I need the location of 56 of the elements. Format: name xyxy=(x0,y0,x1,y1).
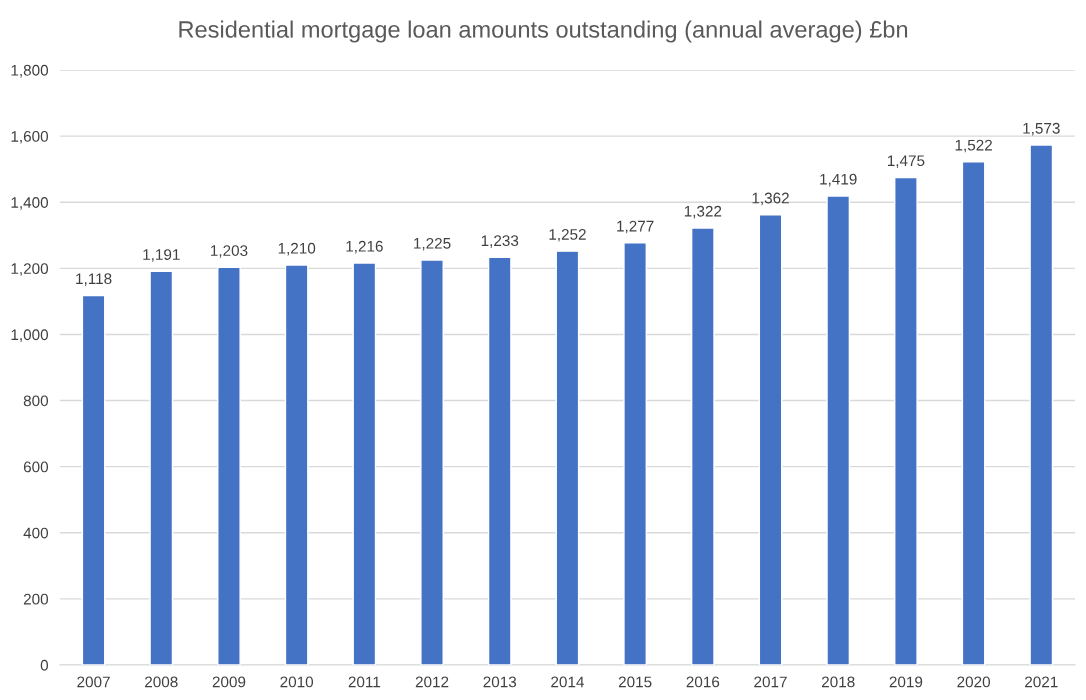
x-tick-label: 2017 xyxy=(754,676,787,688)
y-tick-label: 1,800 xyxy=(11,64,49,78)
x-tick-label: 2016 xyxy=(686,676,720,688)
y-tick-label: 1,000 xyxy=(11,329,49,342)
bar xyxy=(690,227,715,665)
bar xyxy=(217,266,241,665)
x-tick-label: 2021 xyxy=(1025,676,1058,688)
y-tick-label: 0 xyxy=(40,659,49,671)
y-tick-label: 1,200 xyxy=(11,263,49,276)
x-tick-label: 2014 xyxy=(551,676,584,688)
bar xyxy=(352,262,377,665)
bar xyxy=(961,161,986,665)
data-label: 1,225 xyxy=(414,237,451,251)
bar xyxy=(758,214,783,665)
y-tick-label: 600 xyxy=(23,461,49,473)
bar xyxy=(826,195,851,665)
x-tick-label: 2015 xyxy=(618,676,652,688)
data-label: 1,118 xyxy=(76,273,112,286)
bar xyxy=(149,270,174,665)
y-tick-label: 200 xyxy=(23,593,49,605)
data-label: 1,322 xyxy=(684,205,722,219)
x-tick-label: 2012 xyxy=(415,676,449,688)
x-tick-label: 2007 xyxy=(77,676,110,688)
bar xyxy=(623,242,647,665)
data-label: 1,191 xyxy=(143,249,180,262)
bar xyxy=(81,294,106,665)
x-tick-label: 2019 xyxy=(889,676,923,688)
x-tick-label: 2010 xyxy=(280,676,314,688)
data-label: 1,475 xyxy=(887,155,925,168)
data-label: 1,252 xyxy=(549,228,586,242)
y-tick-label: 800 xyxy=(23,395,49,407)
x-tick-label: 2011 xyxy=(348,676,381,688)
data-label: 1,362 xyxy=(752,192,789,206)
x-tick-label: 2020 xyxy=(957,676,990,688)
x-tick-label: 2009 xyxy=(212,676,246,688)
y-tick-label: 1,400 xyxy=(11,197,49,210)
y-tick-label: 1,600 xyxy=(11,130,49,144)
data-label: 1,419 xyxy=(820,173,857,187)
bar xyxy=(555,250,580,665)
data-label: 1,216 xyxy=(346,240,383,254)
data-label: 1,210 xyxy=(278,242,316,256)
x-tick-label: 2013 xyxy=(483,676,517,688)
bar xyxy=(1029,144,1054,665)
y-tick-label: 400 xyxy=(23,527,49,539)
data-label: 1,522 xyxy=(955,139,992,153)
x-tick-label: 2008 xyxy=(145,676,178,688)
bar xyxy=(420,259,444,665)
data-label: 1,277 xyxy=(617,220,654,234)
bar xyxy=(894,176,918,665)
x-tick-label: 2018 xyxy=(821,676,855,688)
data-label: 1,573 xyxy=(1023,122,1060,136)
data-label: 1,233 xyxy=(481,235,519,248)
bar xyxy=(284,264,309,665)
chart-title: Residential mortgage loan amounts outstanding (annual average) £bn xyxy=(179,20,908,43)
bar xyxy=(487,256,512,665)
data-label: 1,203 xyxy=(211,245,248,258)
